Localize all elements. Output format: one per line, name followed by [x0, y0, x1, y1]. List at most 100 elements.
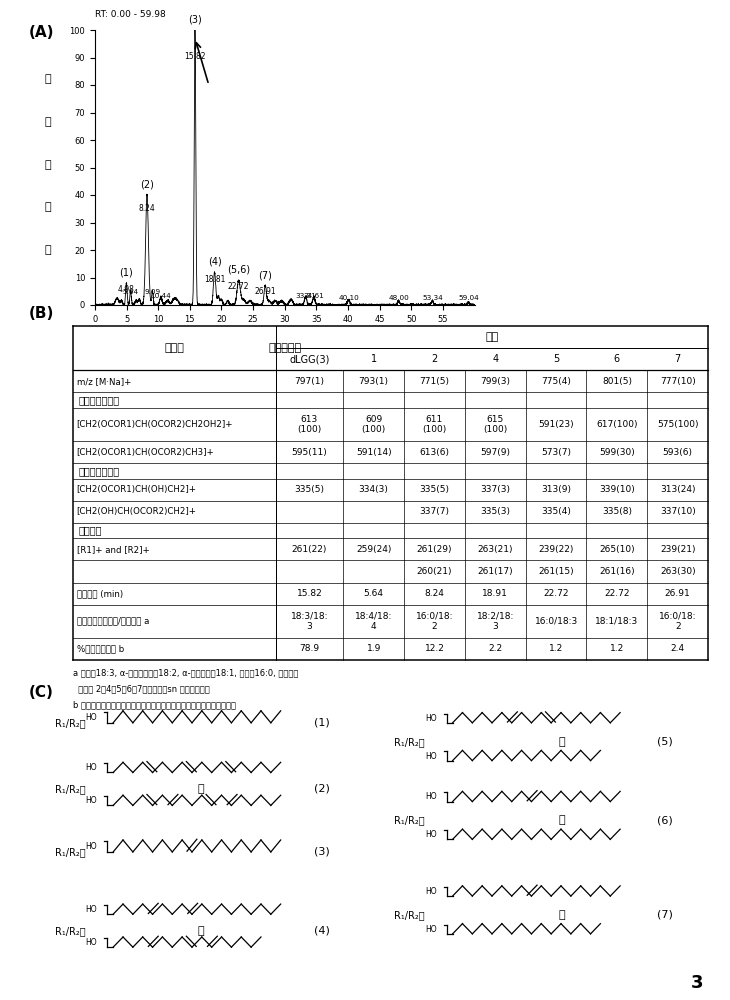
- Text: R₁/R₂：: R₁/R₂：: [55, 718, 85, 728]
- Text: 15.82: 15.82: [296, 589, 323, 598]
- Text: 对: 对: [44, 117, 51, 127]
- Text: 313(9): 313(9): [541, 485, 571, 494]
- Text: 261(29): 261(29): [417, 545, 452, 554]
- Text: (7): (7): [258, 270, 272, 280]
- Text: 时间（分）: 时间（分）: [268, 344, 301, 354]
- Text: 337(10): 337(10): [660, 507, 696, 516]
- Text: 18.91: 18.91: [483, 589, 508, 598]
- Text: HO: HO: [85, 763, 97, 772]
- Text: 18:2/18:
3: 18:2/18: 3: [477, 612, 514, 631]
- Text: 2.2: 2.2: [488, 644, 502, 653]
- Text: 33.31: 33.31: [295, 294, 316, 300]
- Text: 261(17): 261(17): [477, 567, 513, 576]
- Text: 波峰: 波峰: [485, 332, 499, 342]
- Text: 313(24): 313(24): [660, 485, 696, 494]
- Text: 26.91: 26.91: [254, 287, 276, 296]
- Text: 617(100): 617(100): [596, 420, 637, 429]
- Text: 261(22): 261(22): [292, 545, 327, 554]
- Text: 799(3): 799(3): [480, 377, 510, 386]
- Text: 611
(100): 611 (100): [423, 415, 447, 434]
- Text: 18:1/18:3: 18:1/18:3: [595, 617, 639, 626]
- Text: 15.82: 15.82: [184, 52, 206, 61]
- Text: (A): (A): [29, 25, 55, 40]
- Text: R₁/R₂：: R₁/R₂：: [394, 815, 425, 825]
- Text: 1.2: 1.2: [610, 644, 624, 653]
- Text: (4): (4): [314, 926, 330, 936]
- Text: 吸: 吸: [44, 160, 51, 170]
- Text: (5): (5): [657, 737, 673, 747]
- Text: 593(6): 593(6): [663, 448, 693, 457]
- Text: 335(5): 335(5): [420, 485, 450, 494]
- Text: 775(4): 775(4): [541, 377, 571, 386]
- Text: (3): (3): [188, 14, 202, 24]
- Text: HO: HO: [85, 713, 97, 722]
- Text: 239(21): 239(21): [660, 545, 696, 554]
- Text: 335(8): 335(8): [602, 507, 632, 516]
- Text: 591(23): 591(23): [538, 420, 574, 429]
- Text: (2): (2): [140, 180, 154, 190]
- Text: 分子种类（脂肪酸/脂肪酸） a: 分子种类（脂肪酸/脂肪酸） a: [77, 617, 149, 626]
- Text: 1.2: 1.2: [549, 644, 564, 653]
- Text: HO: HO: [85, 905, 97, 914]
- Text: 8.24: 8.24: [425, 589, 445, 598]
- Text: 575(100): 575(100): [657, 420, 699, 429]
- Text: 单酰基甘油基团: 单酰基甘油基团: [79, 466, 120, 476]
- Text: 5: 5: [553, 354, 559, 364]
- Text: HO: HO: [425, 752, 437, 761]
- Text: 40.10: 40.10: [338, 295, 359, 301]
- Text: [CH2(OCOR1)CH(OH)CH2]+: [CH2(OCOR1)CH(OH)CH2]+: [77, 485, 196, 494]
- Text: 263(30): 263(30): [660, 567, 696, 576]
- Text: 793(1): 793(1): [358, 377, 388, 386]
- Text: %（峰面分比） b: %（峰面分比） b: [77, 644, 124, 653]
- Text: 4: 4: [492, 354, 499, 364]
- Text: 263(21): 263(21): [477, 545, 513, 554]
- Text: 光: 光: [44, 202, 51, 212]
- Text: 10.44: 10.44: [150, 294, 172, 300]
- Text: 酰基基团: 酰基基团: [79, 526, 102, 536]
- Text: 二酰基甘油基团: 二酰基甘油基团: [79, 395, 120, 405]
- Text: R₁/R₂：: R₁/R₂：: [394, 910, 425, 920]
- Text: 5.64: 5.64: [364, 589, 384, 598]
- Text: 或: 或: [197, 784, 204, 794]
- Text: 335(4): 335(4): [541, 507, 571, 516]
- Text: a 缩写：18:3, α-次亚麻油酸：18:2, α-亚麻油酸：18:1, 油酸：16:0, 棕榈酸。: a 缩写：18:3, α-次亚麻油酸：18:2, α-亚麻油酸：18:1, 油酸…: [73, 668, 299, 677]
- Text: 滴留时间 (min): 滴留时间 (min): [77, 589, 123, 598]
- Text: 18:4/18:
4: 18:4/18: 4: [355, 612, 392, 631]
- Text: HO: HO: [425, 925, 437, 934]
- Text: 337(3): 337(3): [480, 485, 510, 494]
- Text: [CH2(OCOR1)CH(OCOR2)CH2OH2]+: [CH2(OCOR1)CH(OCOR2)CH2OH2]+: [77, 420, 233, 429]
- Text: 22.72: 22.72: [228, 282, 250, 291]
- Text: 8.24: 8.24: [139, 204, 155, 213]
- Text: 339(10): 339(10): [599, 485, 635, 494]
- Text: 613
(100): 613 (100): [297, 415, 322, 434]
- Text: 335(3): 335(3): [480, 507, 510, 516]
- Text: 或: 或: [558, 737, 566, 747]
- Text: (6): (6): [657, 815, 673, 825]
- Text: 265(10): 265(10): [599, 545, 634, 554]
- Text: 239(22): 239(22): [539, 545, 574, 554]
- Text: 334(3): 334(3): [358, 485, 388, 494]
- Text: HO: HO: [425, 830, 437, 839]
- Text: 801(5): 801(5): [602, 377, 632, 386]
- Text: b 数值是指总体单季乳糖苷二酰基甘油化合物波峰面积中各波峰百分比。: b 数值是指总体单季乳糖苷二酰基甘油化合物波峰面积中各波峰百分比。: [73, 700, 236, 709]
- Text: 260(21): 260(21): [417, 567, 452, 576]
- Text: 度: 度: [44, 245, 51, 255]
- Text: (2): (2): [314, 784, 330, 794]
- Text: 613(6): 613(6): [420, 448, 450, 457]
- Text: 或: 或: [558, 910, 566, 920]
- Text: 或: 或: [558, 815, 566, 825]
- Text: 16:0/18:
2: 16:0/18: 2: [659, 612, 696, 631]
- Text: 22.72: 22.72: [604, 589, 630, 598]
- Text: 2.4: 2.4: [671, 644, 685, 653]
- Text: 337(7): 337(7): [420, 507, 450, 516]
- Text: 18.81: 18.81: [204, 275, 226, 284]
- Text: 6: 6: [614, 354, 620, 364]
- Text: (1): (1): [314, 718, 330, 728]
- Text: 573(7): 573(7): [541, 448, 571, 457]
- Text: 22.72: 22.72: [543, 589, 569, 598]
- Text: [CH2(OH)CH(OCOR2)CH2]+: [CH2(OH)CH(OCOR2)CH2]+: [77, 507, 196, 516]
- Text: 或: 或: [197, 926, 204, 936]
- Text: 16:0/18:
2: 16:0/18: 2: [415, 612, 453, 631]
- Text: 26.91: 26.91: [665, 589, 691, 598]
- Text: 597(9): 597(9): [480, 448, 510, 457]
